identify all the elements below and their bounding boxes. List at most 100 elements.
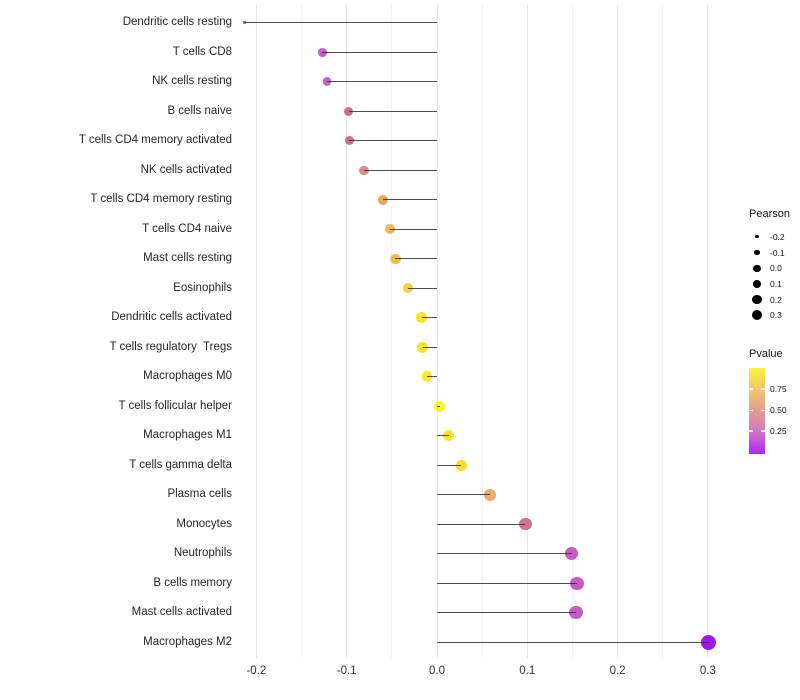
legend-size-dot bbox=[749, 264, 765, 272]
legend-pearson-entries: -0.2 -0.1 0.0 0.1 0.2 0.3 bbox=[749, 229, 790, 323]
stem-line bbox=[326, 81, 437, 83]
x-axis-tick-label: -0.1 bbox=[336, 665, 357, 677]
y-axis-label: B cells naive bbox=[167, 104, 232, 117]
minor-gridline bbox=[301, 5, 303, 658]
data-point bbox=[377, 194, 388, 205]
legend-size-dot bbox=[749, 235, 765, 239]
y-axis-label: T cells CD8 bbox=[172, 45, 232, 58]
data-point bbox=[484, 488, 497, 501]
y-axis-label: Monocytes bbox=[176, 517, 232, 530]
x-axis-tick-label: 0.3 bbox=[699, 665, 716, 677]
legend-size-label: -0.1 bbox=[770, 247, 785, 258]
colorbar-tick bbox=[761, 388, 765, 390]
stem-line bbox=[437, 464, 462, 466]
y-axis-label: Mast cells resting bbox=[143, 252, 232, 265]
stem-line bbox=[437, 582, 577, 584]
y-axis-label: T cells gamma delta bbox=[129, 458, 232, 471]
colorbar-tick-label: 0.25 bbox=[770, 426, 787, 437]
major-gridline bbox=[617, 5, 619, 658]
stem-line bbox=[395, 258, 437, 260]
y-axis-label: Macrophages M0 bbox=[143, 370, 232, 383]
stem-line bbox=[437, 435, 449, 437]
stem-line bbox=[422, 346, 437, 348]
data-point bbox=[570, 576, 584, 590]
colorbar-tick bbox=[749, 430, 753, 432]
data-point bbox=[242, 21, 247, 25]
y-axis-label: T cells follicular helper bbox=[118, 399, 232, 412]
legend-size-entry: 0.2 bbox=[749, 292, 790, 308]
y-axis-label: Mast cells activated bbox=[131, 606, 232, 619]
legend-size-label: 0.0 bbox=[770, 263, 782, 274]
legend-pvalue-title: Pvalue bbox=[749, 348, 783, 360]
legend-size-entry: 0.1 bbox=[749, 276, 790, 292]
data-point bbox=[434, 400, 446, 412]
minor-gridline bbox=[662, 5, 664, 658]
legend-size-entry: 0.0 bbox=[749, 260, 790, 276]
stem-line bbox=[363, 169, 437, 171]
legend-pvalue: Pvalue 0.75 0.50 0.25 bbox=[749, 347, 787, 454]
stem-line bbox=[437, 523, 526, 525]
major-gridline bbox=[436, 5, 438, 658]
y-axis-label: Neutrophils bbox=[173, 547, 232, 560]
legend-size-label: 0.2 bbox=[770, 294, 782, 305]
x-axis-tick-label: 0.1 bbox=[519, 665, 536, 677]
pvalue-colorbar: 0.75 0.50 0.25 bbox=[749, 368, 787, 454]
legend-size-label: 0.1 bbox=[770, 278, 782, 289]
y-axis-label: T cells CD4 memory resting bbox=[90, 193, 232, 206]
stem-line bbox=[421, 317, 437, 319]
y-axis-label: Macrophages M1 bbox=[143, 429, 232, 442]
data-point bbox=[443, 430, 455, 442]
colorbar-tick bbox=[761, 409, 765, 411]
legend-size-label: -0.2 bbox=[770, 231, 785, 242]
stem-line bbox=[437, 553, 572, 555]
minor-gridline bbox=[571, 5, 573, 658]
data-point bbox=[569, 606, 583, 620]
x-axis-tick-label: -0.2 bbox=[246, 665, 267, 677]
legend-size-entry: 0.3 bbox=[749, 307, 790, 323]
minor-gridline bbox=[481, 5, 483, 658]
legend-size-entry: -0.1 bbox=[749, 245, 790, 261]
legend-pearson-title: Pearson bbox=[749, 208, 790, 220]
data-point bbox=[519, 518, 532, 531]
stem-line bbox=[322, 51, 437, 53]
major-gridline bbox=[707, 5, 709, 658]
y-axis-label: Dendritic cells activated bbox=[111, 311, 232, 324]
y-axis-label: Plasma cells bbox=[167, 488, 232, 501]
y-axis-label: Macrophages M2 bbox=[143, 635, 232, 648]
major-gridline bbox=[526, 5, 528, 658]
stem-line bbox=[437, 494, 491, 496]
colorbar-tick bbox=[749, 409, 753, 411]
minor-gridline bbox=[391, 5, 393, 658]
stem-line bbox=[390, 228, 437, 230]
y-axis-label: T cells regulatory Tregs bbox=[109, 340, 232, 353]
y-axis-label: Dendritic cells resting bbox=[122, 16, 232, 29]
stem-line bbox=[437, 405, 440, 407]
stem-line bbox=[408, 287, 437, 289]
stem-line bbox=[244, 22, 437, 24]
y-axis-label: NK cells activated bbox=[140, 163, 232, 176]
legend-size-dot bbox=[749, 249, 765, 256]
major-gridline bbox=[346, 5, 348, 658]
data-point bbox=[402, 283, 414, 294]
stem-line bbox=[437, 612, 577, 614]
legend-size-label: 0.3 bbox=[770, 310, 782, 321]
colorbar-tick-label: 0.75 bbox=[770, 383, 787, 394]
y-axis-label: B cells memory bbox=[153, 576, 232, 589]
stem-line bbox=[437, 641, 709, 643]
colorbar-tick bbox=[749, 388, 753, 390]
legend-size-entry: -0.2 bbox=[749, 229, 790, 245]
legend-size-dot bbox=[749, 310, 765, 321]
colorbar-tick-label: 0.50 bbox=[770, 405, 787, 416]
stem-line bbox=[427, 376, 437, 378]
y-axis-label: Eosinophils bbox=[173, 281, 232, 294]
y-axis-label: NK cells resting bbox=[152, 75, 232, 88]
y-axis-label: T cells CD4 memory activated bbox=[78, 134, 232, 147]
x-axis-tick-label: 0.2 bbox=[609, 665, 626, 677]
data-point bbox=[421, 371, 433, 383]
stem-line bbox=[348, 110, 437, 112]
x-axis-tick-label: 0.0 bbox=[429, 665, 445, 677]
major-gridline bbox=[255, 5, 257, 658]
y-axis-label: T cells CD4 naive bbox=[142, 222, 232, 235]
